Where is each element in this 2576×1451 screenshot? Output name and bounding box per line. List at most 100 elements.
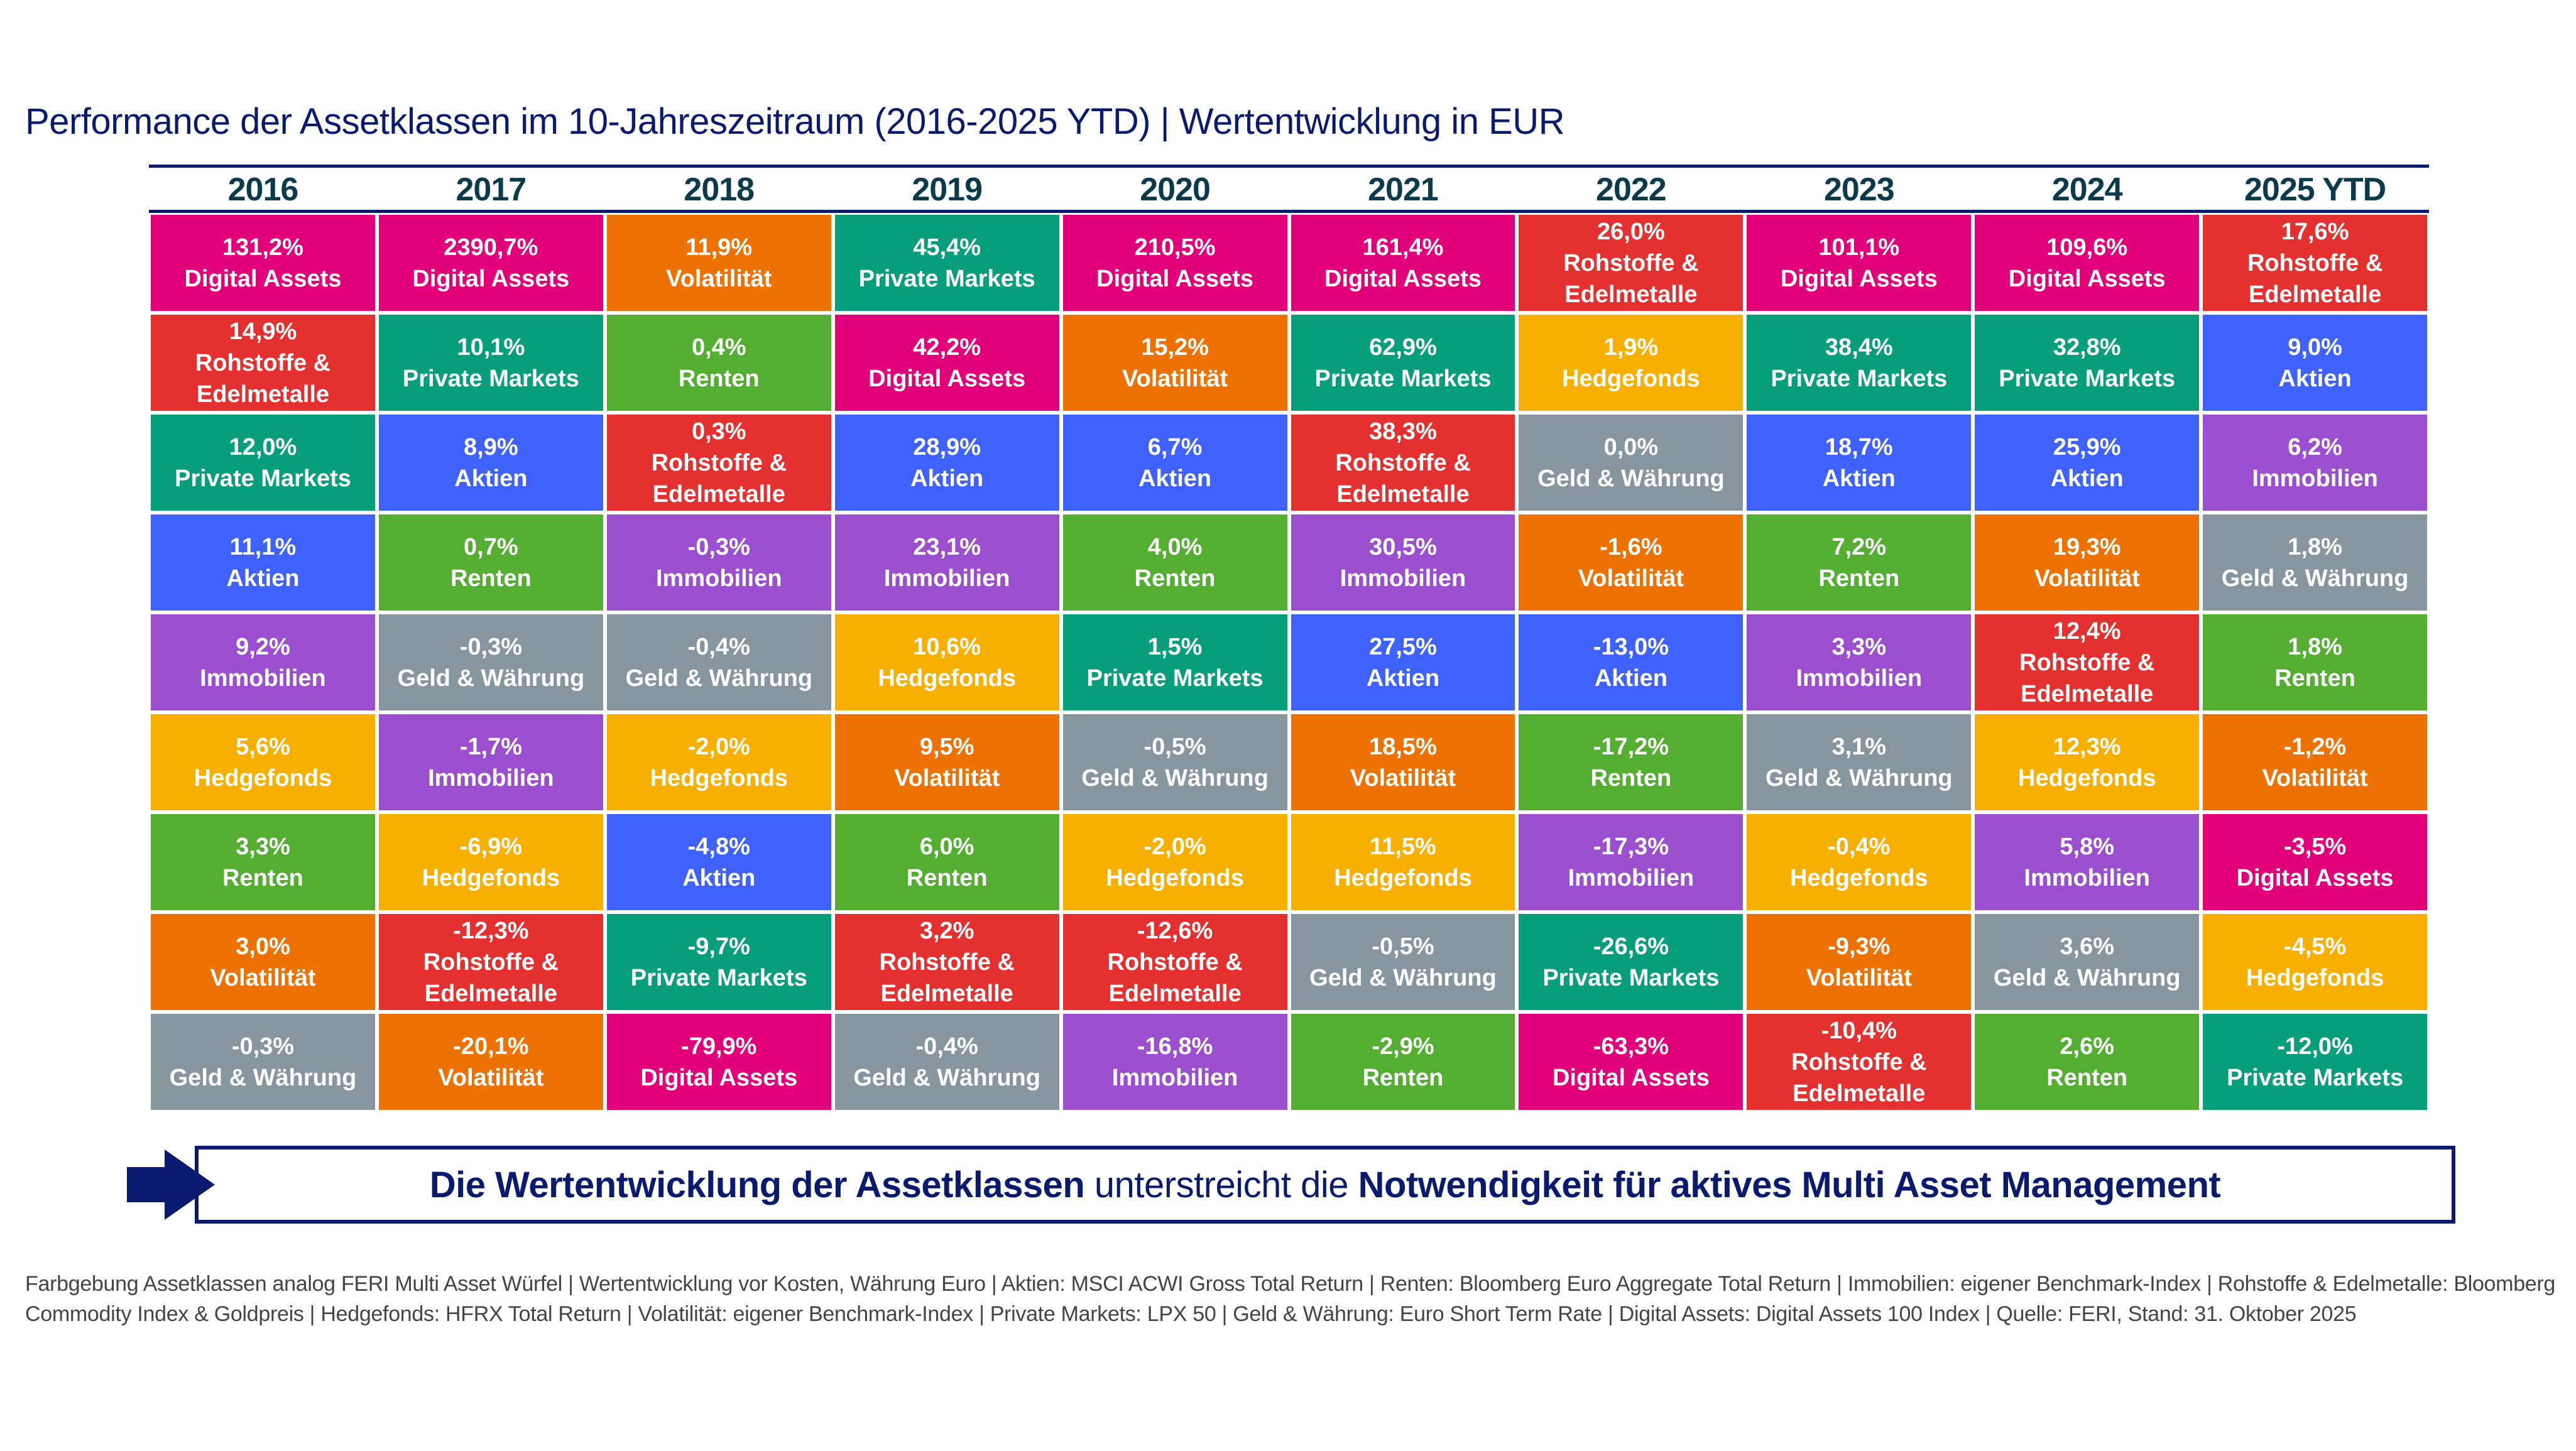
cell-asset-label: Aktien xyxy=(1138,465,1212,492)
cell-value: -1,6% xyxy=(1600,533,1662,560)
cell-value: -1,7% xyxy=(459,733,522,760)
cell-asset-label: Digital Assets xyxy=(412,265,570,292)
asset-cell: 12,4% Rohstoffe & Edelmetalle xyxy=(1975,614,2200,710)
cell-asset-label: Geld & Währung xyxy=(169,1064,357,1091)
cell-asset-label: Digital Assets xyxy=(2236,864,2394,891)
cell-asset-label: Aktien xyxy=(2278,365,2352,392)
cell-value: 210,5% xyxy=(1134,234,1216,261)
cell-value: 27,5% xyxy=(1369,633,1437,660)
cell-asset-label: Rohstoffe & Edelmetalle xyxy=(1335,449,1471,508)
asset-cell: 12,3% Hedgefonds xyxy=(1975,714,2200,810)
cell-asset-label: Private Markets xyxy=(402,365,579,392)
year-column: 101,1% Digital Assets 38,4% Private Markets… xyxy=(1745,215,1973,1114)
cell-value: 42,2% xyxy=(913,334,981,361)
cell-asset-label: Volatilität xyxy=(894,764,1000,791)
year-column: 17,6% Rohstoffe & Edelmetalle 9,0% Aktien 6,… xyxy=(2201,215,2429,1114)
cell-asset-label: Aktien xyxy=(1366,665,1440,692)
cell-asset-label: Aktien xyxy=(2050,465,2124,492)
year-column: 161,4% Digital Assets 62,9% Private Markets… xyxy=(1289,215,1517,1114)
asset-cell: -6,9% Hedgefonds xyxy=(378,814,603,910)
asset-cell: 1,5% Private Markets xyxy=(1062,614,1287,710)
year-header: 2018 xyxy=(684,171,755,208)
asset-cell: -17,2% Renten xyxy=(1519,714,1744,810)
cell-value: 6,0% xyxy=(919,833,974,860)
asset-cell: 3,0% Volatilität xyxy=(151,914,375,1010)
asset-cell: 19,3% Volatilität xyxy=(1975,514,2200,611)
cell-asset-label: Renten xyxy=(678,365,760,392)
cell-value: -2,9% xyxy=(1372,1033,1434,1060)
year-column: 45,4% Private Markets 42,2% Digital Assets 2… xyxy=(833,215,1061,1114)
cell-value: -13,0% xyxy=(1593,633,1669,660)
cell-asset-label: Volatilität xyxy=(210,964,316,991)
asset-cell: 3,1% Geld & Währung xyxy=(1747,714,1972,810)
cell-value: 2390,7% xyxy=(444,234,538,261)
cell-asset-label: Renten xyxy=(222,864,303,891)
year-header: 2023 xyxy=(1823,171,1895,208)
cell-value: 38,3% xyxy=(1369,418,1437,445)
asset-cell: 10,1% Private Markets xyxy=(378,315,603,411)
cell-value: 2,6% xyxy=(2060,1033,2115,1060)
asset-cell: -2,0% Hedgefonds xyxy=(606,714,831,810)
cell-asset-label: Renten xyxy=(2046,1064,2128,1091)
year-header: 2025 YTD xyxy=(2244,171,2386,208)
cell-asset-label: Immobilien xyxy=(655,565,782,592)
asset-cell: -12,6% Rohstoffe & Edelmetalle xyxy=(1062,914,1287,1010)
asset-cell: -0,4% Geld & Währung xyxy=(834,1014,1059,1110)
asset-cell: -20,1% Volatilität xyxy=(378,1014,603,1110)
asset-cell: -1,7% Immobilien xyxy=(378,714,603,810)
cell-asset-label: Hedgefonds xyxy=(878,665,1016,692)
cell-asset-label: Hedgefonds xyxy=(194,764,332,791)
cell-value: -16,8% xyxy=(1137,1033,1213,1060)
asset-cell: 38,4% Private Markets xyxy=(1747,315,1972,411)
cell-value: 32,8% xyxy=(2053,334,2121,361)
asset-cell: 6,0% Renten xyxy=(834,814,1059,910)
asset-cell: 1,8% Renten xyxy=(2203,614,2428,710)
cell-asset-label: Private Markets xyxy=(1999,365,2176,392)
cell-value: 5,8% xyxy=(2060,833,2115,860)
asset-cell: 210,5% Digital Assets xyxy=(1062,215,1287,311)
cell-asset-label: Immobilien xyxy=(200,665,326,692)
cell-asset-label: Aktien xyxy=(1594,665,1667,692)
cell-value: -9,3% xyxy=(1828,933,1891,960)
cell-asset-label: Rohstoffe & Edelmetalle xyxy=(651,449,787,508)
page-title: Performance der Assetklassen im 10-Jahre… xyxy=(25,101,1565,142)
year-column: 210,5% Digital Assets 15,2% Volatilität 6,7%… xyxy=(1061,215,1289,1114)
cell-value: -6,9% xyxy=(459,833,522,860)
cell-value: 9,2% xyxy=(236,633,290,660)
cell-asset-label: Rohstoffe & Edelmetalle xyxy=(1107,948,1243,1007)
cell-asset-label: Hedgefonds xyxy=(650,764,789,791)
year-column: 26,0% Rohstoffe & Edelmetalle 1,9% Hedgefon… xyxy=(1517,215,1745,1114)
cell-asset-label: Immobilien xyxy=(1340,565,1466,592)
cell-value: 11,9% xyxy=(685,234,753,261)
cell-asset-label: Geld & Währung xyxy=(1537,465,1725,492)
cell-value: 10,1% xyxy=(457,334,525,361)
cell-asset-label: Immobilien xyxy=(883,565,1010,592)
cell-value: 3,0% xyxy=(236,933,290,960)
cell-value: -0,3% xyxy=(459,633,522,660)
cell-asset-label: Geld & Währung xyxy=(1309,964,1497,991)
asset-cell: 2,6% Renten xyxy=(1975,1014,2200,1110)
asset-cell: -26,6% Private Markets xyxy=(1519,914,1744,1010)
cell-value: 7,2% xyxy=(1831,533,1887,560)
cell-asset-label: Digital Assets xyxy=(640,1064,798,1091)
asset-cell: 109,6% Digital Assets xyxy=(1975,215,2200,311)
cell-asset-label: Geld & Währung xyxy=(397,665,585,692)
asset-cell: 30,5% Immobilien xyxy=(1291,514,1515,611)
cell-value: 12,3% xyxy=(2053,733,2121,760)
asset-cell: 11,9% Volatilität xyxy=(606,215,831,311)
performance-grid: 131,2% Digital Assets 14,9% Rohstoffe & Ede… xyxy=(149,215,2429,1114)
asset-cell: 1,8% Geld & Währung xyxy=(2203,514,2428,611)
asset-cell: 0,7% Renten xyxy=(378,514,603,611)
cell-asset-label: Rohstoffe & Edelmetalle xyxy=(1563,249,1699,308)
asset-cell: 11,5% Hedgefonds xyxy=(1291,814,1515,910)
cell-asset-label: Aktien xyxy=(910,465,984,492)
cell-value: 23,1% xyxy=(913,533,981,560)
asset-cell: 42,2% Digital Assets xyxy=(834,315,1059,411)
cell-value: 3,3% xyxy=(236,833,290,860)
year-header: 2024 xyxy=(2051,171,2123,208)
asset-cell: -4,5% Hedgefonds xyxy=(2203,914,2428,1010)
asset-cell: 9,2% Immobilien xyxy=(151,614,375,710)
cell-value: 6,7% xyxy=(1147,433,1203,460)
cell-value: 17,6% xyxy=(2281,218,2349,245)
cell-asset-label: Rohstoffe & Edelmetalle xyxy=(423,948,559,1007)
